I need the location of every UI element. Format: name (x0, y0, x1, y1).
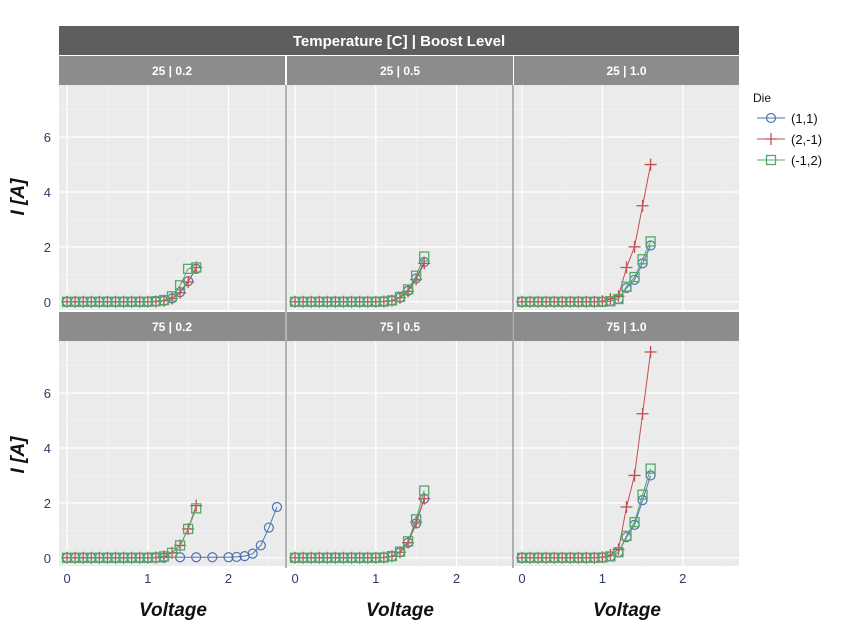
y-tick-label: 2 (44, 496, 51, 511)
panel-label: 25 | 1.0 (606, 64, 646, 78)
x-axis-label-col3: Voltage (593, 600, 661, 621)
panel-3: 25 | 1.0 (514, 56, 739, 310)
y-tick-label: 2 (44, 240, 51, 255)
y-tick-label: 6 (44, 130, 51, 145)
facet-title: Temperature [C] | Boost Level (293, 33, 505, 50)
x-tick-label: 1 (599, 571, 606, 586)
panel-6: 75 | 1.0 0 1 2 (514, 312, 739, 586)
facet-panels: 25 | 0.2 0 2 4 6 25 | 0.5 25 | 1.0 75 | 0.2 0 2 4 6… (44, 56, 739, 586)
y-tick-label: 4 (44, 441, 51, 456)
y-axis-label-bottom: I [A] (8, 436, 29, 474)
panel-label: 25 | 0.5 (380, 64, 420, 78)
legend-label: (1,1) (791, 111, 818, 126)
panel-label: 75 | 0.2 (152, 320, 192, 334)
x-tick-label: 1 (372, 571, 379, 586)
panel-5: 75 | 0.5 0 1 2 (287, 312, 513, 586)
y-tick-label: 4 (44, 185, 51, 200)
y-tick-label: 6 (44, 386, 51, 401)
x-tick-label: 2 (453, 571, 460, 586)
y-axis-label-top: I [A] (8, 178, 29, 216)
x-tick-label: 0 (291, 571, 298, 586)
panel-background (287, 341, 513, 566)
legend-title: Die (753, 91, 771, 105)
x-tick-label: 1 (144, 571, 151, 586)
x-tick-label: 2 (679, 571, 686, 586)
y-tick-label: 0 (44, 295, 51, 310)
panel-label: 75 | 1.0 (606, 320, 646, 334)
panel-background (59, 85, 285, 310)
legend-label: (2,-1) (791, 132, 822, 147)
legend-label: (-1,2) (791, 153, 822, 168)
panel-4: 75 | 0.2 0 2 4 6 0 1 2 (44, 312, 285, 586)
x-axis-label-col1: Voltage (139, 600, 207, 621)
y-tick-label: 0 (44, 551, 51, 566)
panel-1: 25 | 0.2 0 2 4 6 (44, 56, 285, 310)
panel-2: 25 | 0.5 (287, 56, 513, 310)
x-tick-label: 0 (518, 571, 525, 586)
x-tick-label: 2 (225, 571, 232, 586)
panel-background (59, 341, 285, 566)
panel-background (514, 85, 739, 310)
panel-label: 75 | 0.5 (380, 320, 420, 334)
x-axis-label-col2: Voltage (366, 600, 434, 621)
panel-label: 25 | 0.2 (152, 64, 192, 78)
panel-background (287, 85, 513, 310)
x-tick-label: 0 (63, 571, 70, 586)
